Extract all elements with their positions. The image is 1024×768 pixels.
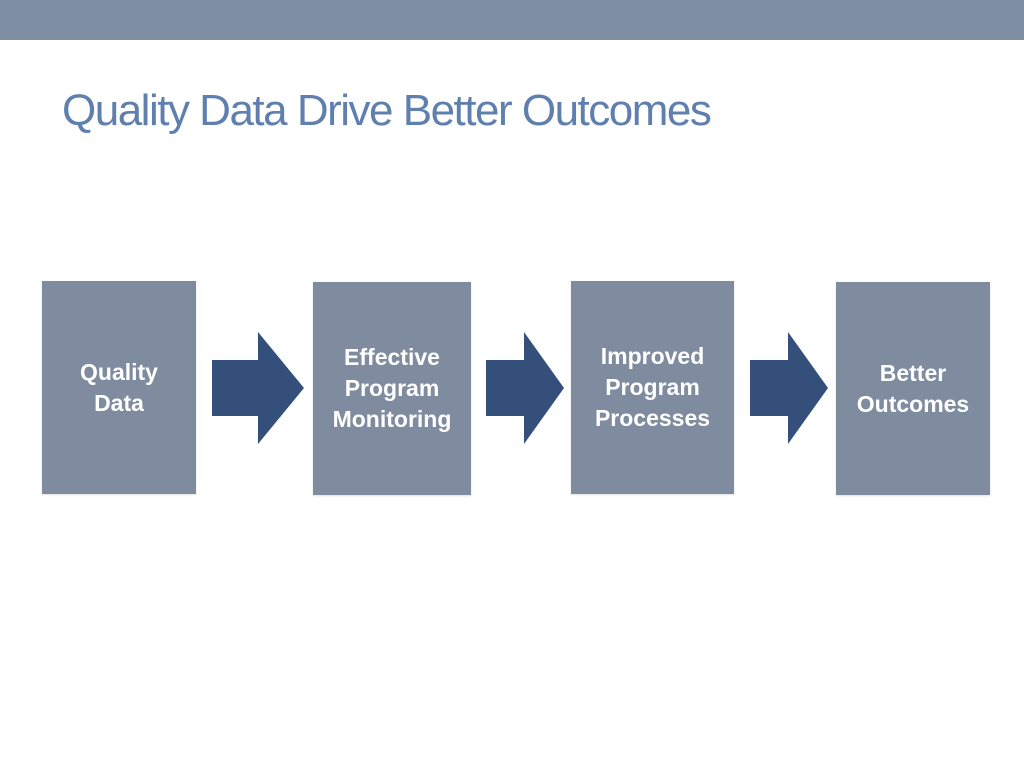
step-box-effective-program-monitoring: Effective Program Monitoring [313, 282, 471, 495]
header-band [0, 0, 1024, 40]
step-box-improved-program-processes: Improved Program Processes [571, 281, 734, 494]
right-arrow-icon [750, 332, 828, 444]
step-label: Effective Program Monitoring [332, 344, 452, 432]
right-arrow-icon [212, 332, 304, 444]
step-box-quality-data: Quality Data [42, 281, 196, 494]
step-box-better-outcomes: Better Outcomes [836, 282, 990, 495]
step-label: Better Outcomes [856, 359, 970, 417]
right-arrow-icon [486, 332, 564, 444]
step-label: Improved Program Processes [594, 343, 711, 431]
slide-title: Quality Data Drive Better Outcomes [62, 86, 712, 135]
step-label: Quality Data [80, 358, 158, 416]
